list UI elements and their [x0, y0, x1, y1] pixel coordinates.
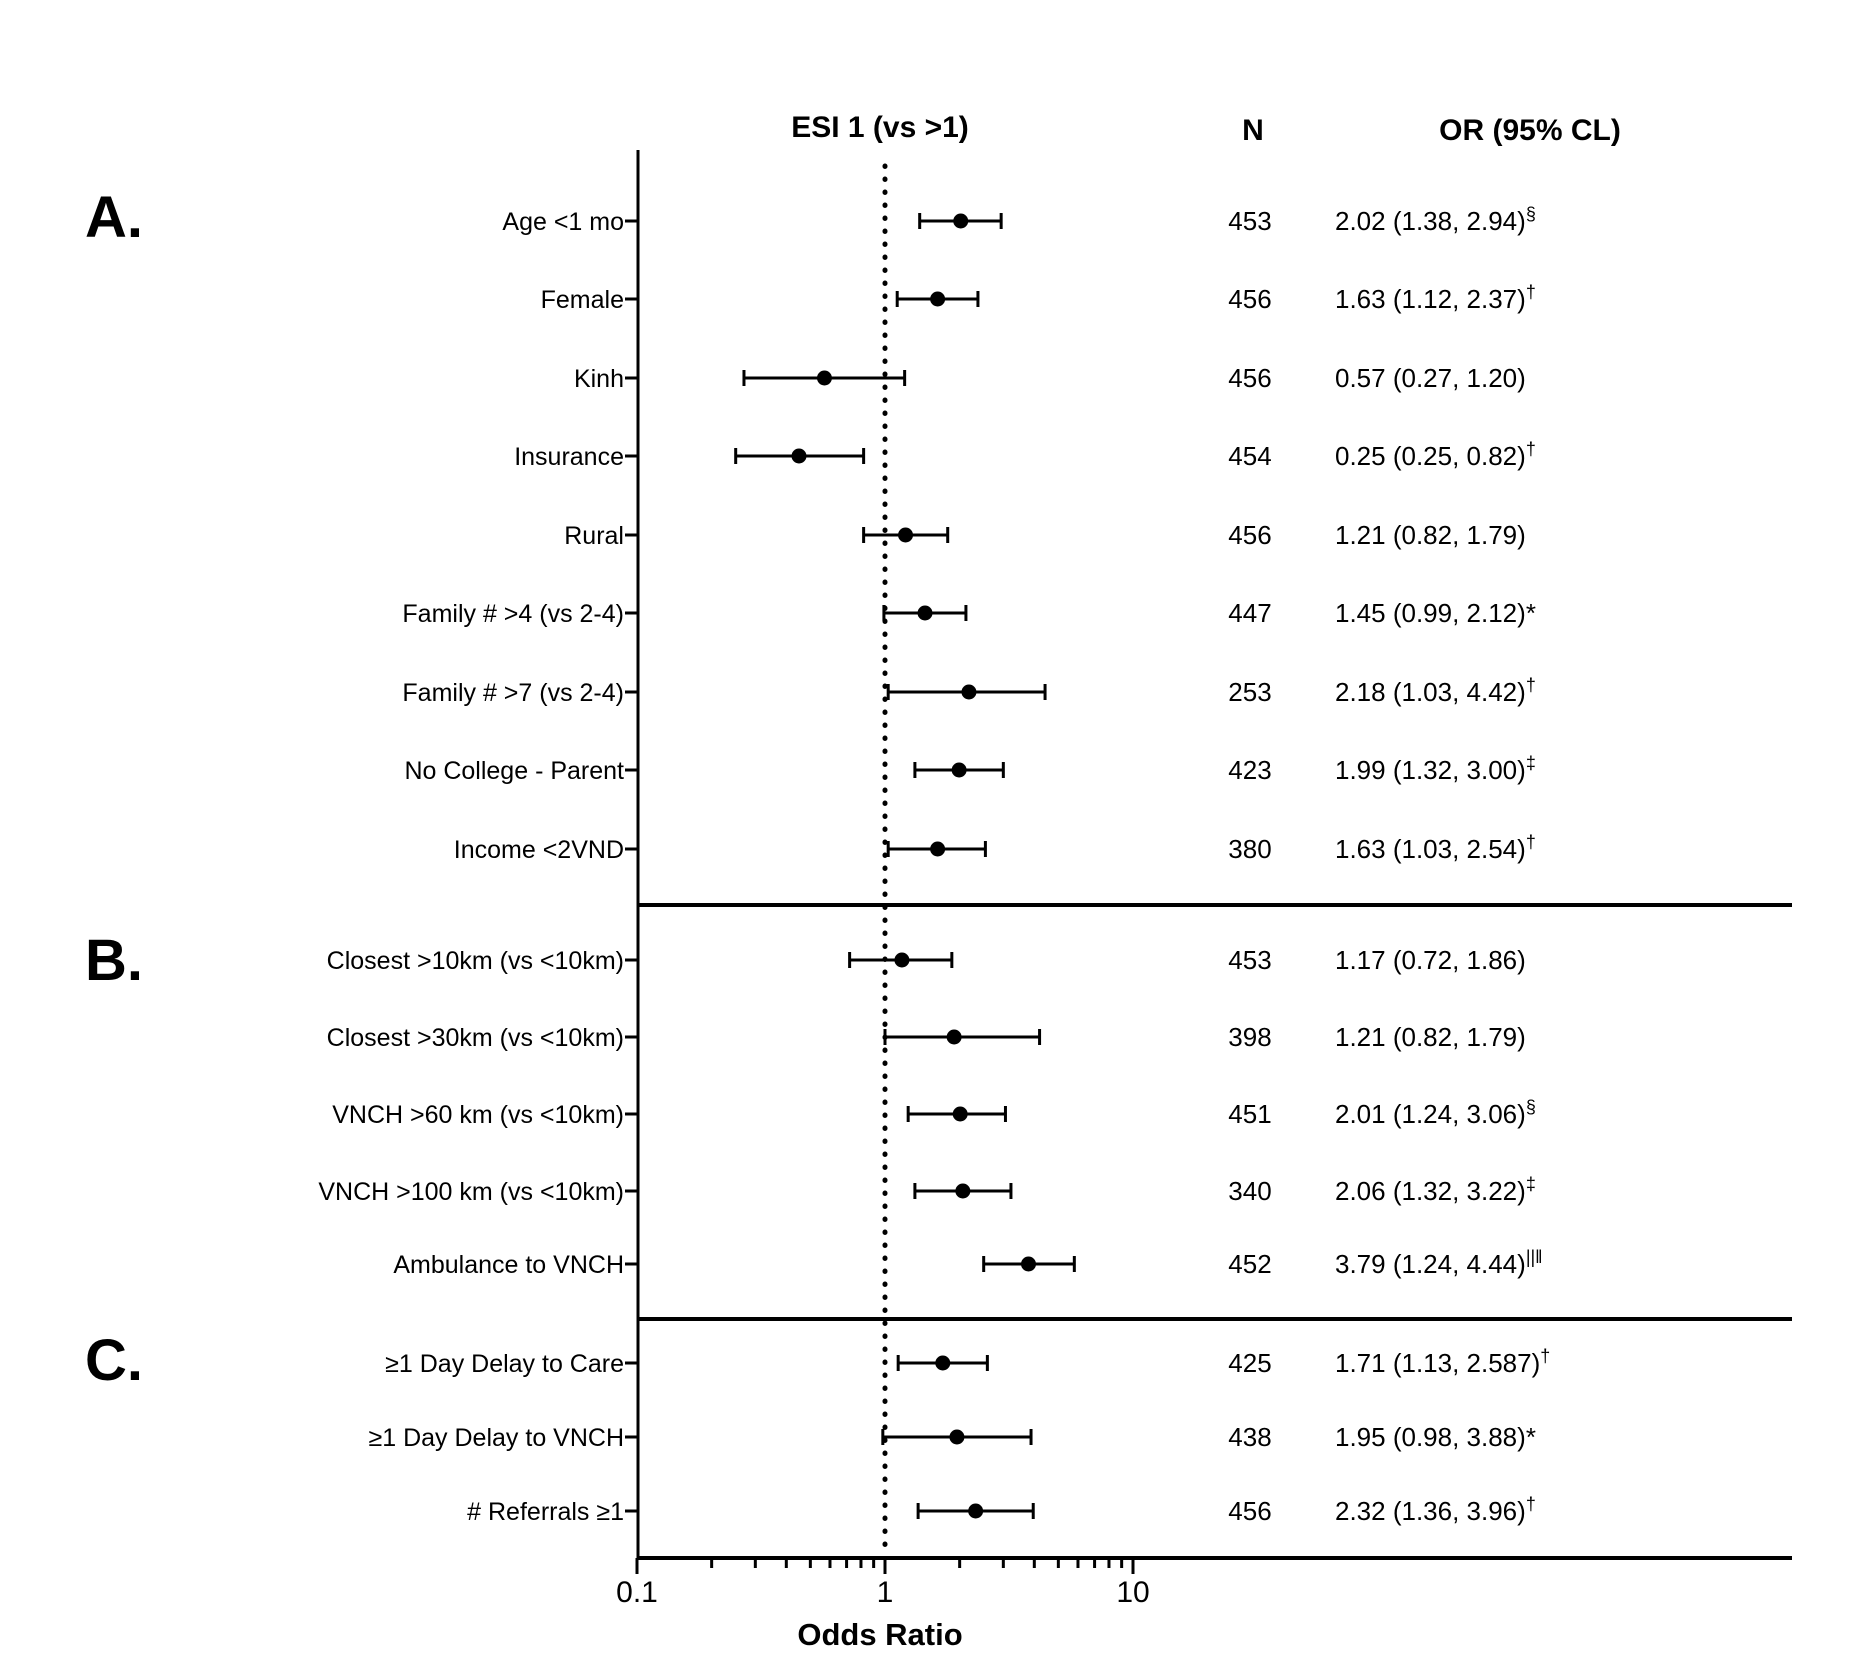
or-footnote-mark: † [1526, 1494, 1536, 1514]
n-value: 423 [1228, 755, 1271, 785]
row-label: VNCH >60 km (vs <10km) [332, 1101, 624, 1129]
n-value: 456 [1228, 520, 1271, 550]
or-footnote-mark: † [1540, 1346, 1550, 1366]
n-value: 456 [1228, 363, 1271, 393]
n-value: 456 [1228, 1496, 1271, 1526]
or-footnote-mark: † [1526, 832, 1536, 852]
or-point [951, 762, 967, 778]
or-value: 1.99 (1.32, 3.00)‡ [1335, 753, 1536, 785]
or-value: 0.57 (0.27, 1.20) [1335, 363, 1526, 393]
or-value: 1.63 (1.12, 2.37)† [1335, 282, 1536, 314]
row-label: Family # >7 (vs 2-4) [402, 679, 624, 707]
or-value: 2.06 (1.32, 3.22)‡ [1335, 1174, 1536, 1206]
section-letter-c: C. [85, 1328, 143, 1393]
or-point [946, 1029, 962, 1045]
n-value: 398 [1228, 1022, 1271, 1052]
row-label: Age <1 mo [502, 208, 624, 236]
or-point [1021, 1256, 1037, 1272]
or-value: 1.63 (1.03, 2.54)† [1335, 832, 1536, 864]
row-label: Female [541, 286, 624, 314]
or-value: 2.18 (1.03, 4.42)† [1335, 675, 1536, 707]
or-point [935, 1355, 951, 1371]
or-value: 0.25 (0.25, 0.82)† [1335, 439, 1536, 471]
or-footnote-mark: ‡ [1526, 1174, 1536, 1194]
or-value: 1.21 (0.82, 1.79) [1335, 1022, 1526, 1052]
row-label: Closest >30km (vs <10km) [327, 1024, 624, 1052]
n-value: 456 [1228, 284, 1271, 314]
n-value: 452 [1228, 1249, 1271, 1279]
row-label: Income <2VND [454, 836, 624, 864]
or-footnote-mark: ||‖ [1526, 1247, 1543, 1267]
n-value: 340 [1228, 1176, 1271, 1206]
or-value: 2.02 (1.38, 2.94)§ [1335, 204, 1536, 236]
row-label: ≥1 Day Delay to VNCH [369, 1424, 624, 1452]
row-label: Rural [564, 522, 624, 550]
row-label: Family # >4 (vs 2-4) [402, 600, 624, 628]
or-point [816, 370, 832, 386]
n-value: 453 [1228, 945, 1271, 975]
or-point [952, 1106, 968, 1122]
n-value: 447 [1228, 598, 1271, 628]
or-footnote-mark: * [1526, 1422, 1536, 1452]
or-value: 1.17 (0.72, 1.86) [1335, 945, 1526, 975]
or-value: 1.21 (0.82, 1.79) [1335, 520, 1526, 550]
n-value: 454 [1228, 441, 1271, 471]
chart-content: Age <1 mo 453 2.02 (1.38, 2.94)§ Female 456 1… [318, 204, 1550, 1574]
or-value: 2.32 (1.36, 3.96)† [1335, 1494, 1536, 1526]
or-value: 2.01 (1.24, 3.06)§ [1335, 1097, 1536, 1129]
or-point [791, 448, 807, 464]
n-value: 451 [1228, 1099, 1271, 1129]
or-footnote-mark: † [1526, 282, 1536, 302]
or-footnote-mark: † [1526, 675, 1536, 695]
n-value: 253 [1228, 677, 1271, 707]
section-letter-a: A. [85, 185, 143, 250]
or-point [894, 952, 910, 968]
row-label: VNCH >100 km (vs <10km) [318, 1178, 624, 1206]
or-footnote-mark: † [1526, 439, 1536, 459]
n-value: 425 [1228, 1348, 1271, 1378]
or-footnote-mark: ‡ [1526, 753, 1536, 773]
col-header-n: N [1242, 114, 1264, 147]
section-letter-b: B. [85, 928, 143, 993]
or-value: 1.45 (0.99, 2.12)* [1335, 598, 1536, 628]
row-label: Kinh [574, 365, 624, 393]
x-tick-label-10: 10 [1116, 1576, 1149, 1609]
or-point [930, 291, 946, 307]
or-value: 3.79 (1.24, 4.44)||‖ [1335, 1247, 1543, 1279]
or-point [955, 1183, 971, 1199]
row-label: Insurance [514, 443, 624, 471]
n-value: 438 [1228, 1422, 1271, 1452]
or-point [898, 527, 914, 543]
col-header-or: OR (95% CL) [1439, 114, 1621, 147]
row-label: No College - Parent [404, 757, 624, 785]
or-point [968, 1503, 984, 1519]
or-value: 1.95 (0.98, 3.88)* [1335, 1422, 1536, 1452]
row-label: Ambulance to VNCH [393, 1251, 624, 1279]
or-point [953, 213, 969, 229]
x-axis-title: Odds Ratio [797, 1617, 962, 1652]
or-point [949, 1429, 965, 1445]
row-label: # Referrals ≥1 [467, 1498, 624, 1526]
row-label: ≥1 Day Delay to Care [385, 1350, 624, 1378]
row-label: Closest >10km (vs <10km) [327, 947, 624, 975]
or-footnote-mark: § [1526, 204, 1536, 224]
or-footnote-mark: § [1526, 1097, 1536, 1117]
n-value: 453 [1228, 206, 1271, 236]
or-point [917, 605, 933, 621]
x-tick-label-0.1: 0.1 [616, 1576, 658, 1609]
or-point [930, 841, 946, 857]
or-footnote-mark: * [1526, 598, 1536, 628]
x-tick-label-1: 1 [877, 1576, 894, 1609]
or-value: 1.71 (1.13, 2.587)† [1335, 1346, 1550, 1378]
n-value: 380 [1228, 834, 1271, 864]
chart-title: ESI 1 (vs >1) [791, 111, 969, 144]
or-point [961, 684, 977, 700]
